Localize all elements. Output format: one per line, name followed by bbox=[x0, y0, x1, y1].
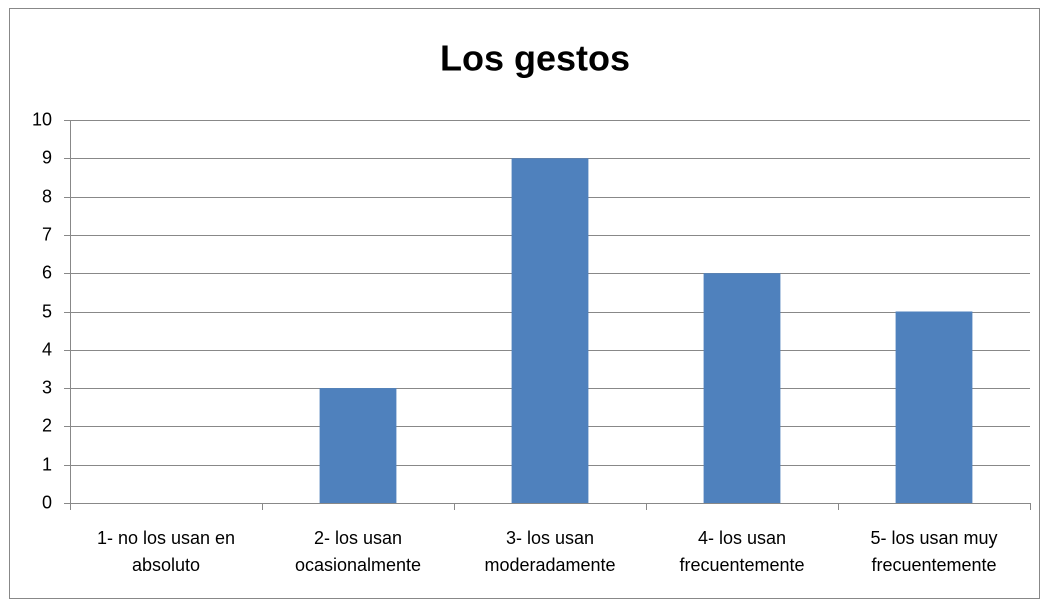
y-tick-label: 8 bbox=[42, 186, 52, 206]
x-tick-label: 3- los usan moderadamente bbox=[484, 528, 615, 575]
x-tick-label: 5- los usan muy frecuentemente bbox=[870, 528, 997, 575]
chart-title: Los gestos bbox=[440, 38, 630, 79]
x-tick-label: 4- los usan frecuentemente bbox=[679, 528, 804, 575]
y-tick-label: 3 bbox=[42, 377, 52, 397]
y-tick-label: 6 bbox=[42, 262, 52, 282]
y-tick-label: 5 bbox=[42, 301, 52, 321]
y-tick-label: 0 bbox=[42, 492, 52, 512]
y-tick-label: 10 bbox=[32, 109, 52, 129]
y-tick-label: 2 bbox=[42, 415, 52, 435]
bar bbox=[895, 311, 973, 503]
y-tick-label: 9 bbox=[42, 147, 52, 167]
bar bbox=[703, 273, 781, 503]
bar bbox=[511, 158, 589, 504]
bar bbox=[319, 388, 397, 503]
y-tick-label: 7 bbox=[42, 224, 52, 244]
x-tick-label: 1- no los usan en absoluto bbox=[97, 528, 235, 575]
x-tick-label: 2- los usan ocasionalmente bbox=[295, 528, 421, 575]
y-tick-label: 1 bbox=[42, 454, 52, 474]
y-tick-label: 4 bbox=[42, 339, 52, 359]
